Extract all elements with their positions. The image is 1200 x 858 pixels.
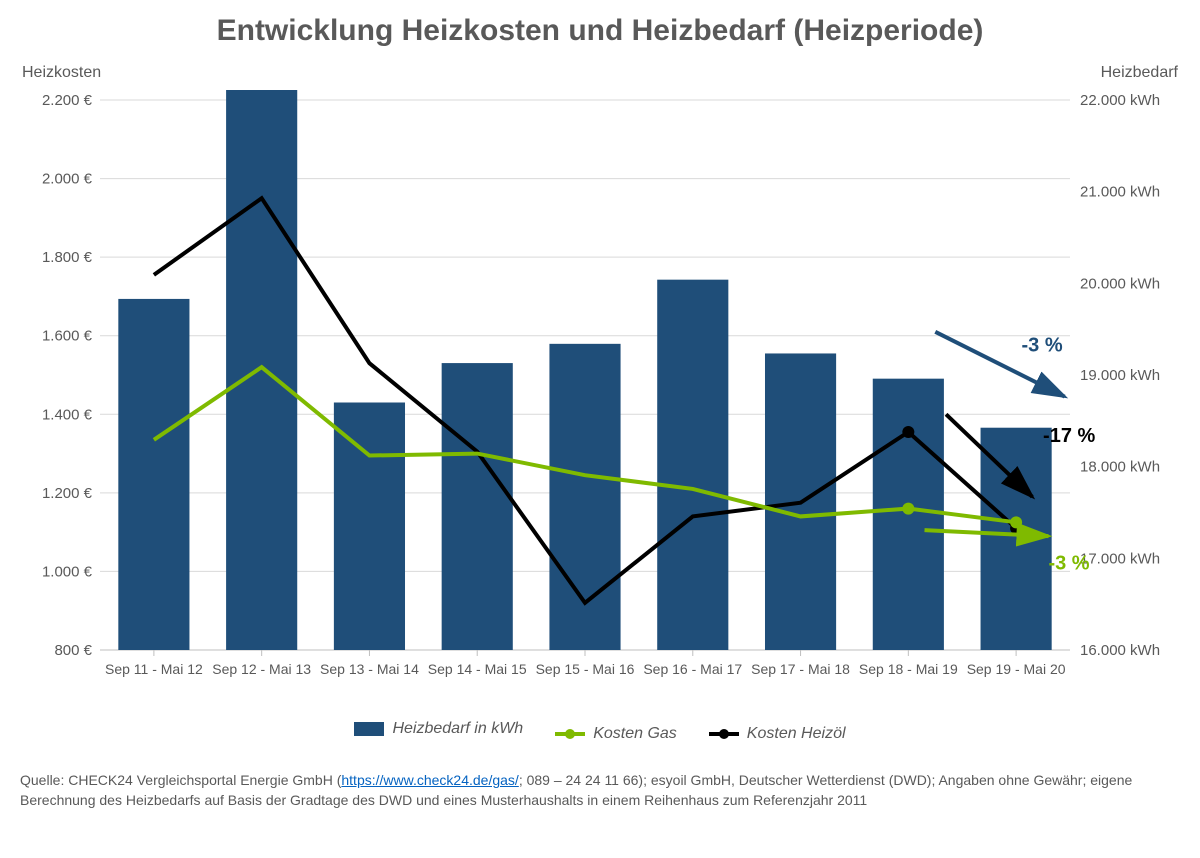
svg-text:Sep 15 - Mai 16: Sep 15 - Mai 16 [536, 661, 635, 677]
svg-text:22.000 kWh: 22.000 kWh [1080, 92, 1160, 109]
svg-text:17.000 kWh: 17.000 kWh [1080, 550, 1160, 567]
annotation-label: -17 % [1043, 425, 1095, 447]
y-axis-left-label: Heizkosten [22, 64, 101, 82]
bar [442, 363, 513, 650]
svg-text:16.000 kWh: 16.000 kWh [1080, 642, 1160, 659]
svg-text:800 €: 800 € [54, 642, 92, 659]
svg-text:Sep 14 - Mai 15: Sep 14 - Mai 15 [428, 661, 527, 677]
legend-label: Kosten Gas [593, 725, 677, 743]
legend-label: Kosten Heizöl [747, 725, 846, 743]
svg-text:1.200 €: 1.200 € [42, 485, 93, 502]
bar [334, 403, 405, 651]
annotation-label: -3 % [1048, 552, 1089, 574]
annotation-label: -3 % [1022, 334, 1063, 356]
legend-swatch [354, 722, 384, 736]
svg-text:Sep 19 - Mai 20: Sep 19 - Mai 20 [967, 661, 1066, 677]
svg-text:Sep 12 - Mai 13: Sep 12 - Mai 13 [212, 661, 311, 677]
legend-item: Kosten Heizöl [709, 725, 846, 743]
bar [226, 90, 297, 650]
bar [118, 299, 189, 650]
svg-text:1.000 €: 1.000 € [42, 563, 93, 580]
svg-text:1.800 €: 1.800 € [42, 249, 93, 266]
legend-swatch [555, 732, 585, 736]
svg-text:18.000 kWh: 18.000 kWh [1080, 459, 1160, 476]
chart-svg: 800 € 1.000 € 1.200 € 1.400 € 1.600 € 1.800 €… [30, 90, 1170, 710]
svg-text:20.000 kWh: 20.000 kWh [1080, 275, 1160, 292]
chart-area: 800 € 1.000 € 1.200 € 1.400 € 1.600 € 1.800 €… [30, 90, 1170, 710]
svg-text:1.400 €: 1.400 € [42, 406, 93, 423]
svg-text:19.000 kWh: 19.000 kWh [1080, 367, 1160, 384]
chart-title: Entwicklung Heizkosten und Heizbedarf (H… [0, 14, 1200, 48]
legend: Heizbedarf in kWh Kosten Gas Kosten Heizöl [0, 720, 1200, 743]
svg-text:1.600 €: 1.600 € [42, 328, 93, 345]
source-link[interactable]: https://www.check24.de/gas/ [341, 772, 518, 788]
legend-item: Kosten Gas [555, 725, 677, 743]
legend-item: Heizbedarf in kWh [354, 720, 523, 738]
bar [981, 428, 1052, 650]
source-text: Quelle: CHECK24 Vergleichsportal Energie… [20, 770, 1180, 811]
legend-swatch [709, 732, 739, 736]
y-axis-right-label: Heizbedarf [1101, 64, 1178, 82]
source-prefix: Quelle: CHECK24 Vergleichsportal Energie… [20, 772, 341, 788]
svg-text:Sep 11 - Mai 12: Sep 11 - Mai 12 [105, 661, 203, 677]
legend-label: Heizbedarf in kWh [392, 720, 523, 738]
svg-text:Sep 13 - Mai 14: Sep 13 - Mai 14 [320, 661, 419, 677]
svg-text:2.200 €: 2.200 € [42, 92, 93, 109]
svg-text:Sep 18 - Mai 19: Sep 18 - Mai 19 [859, 661, 958, 677]
svg-text:Sep 16 - Mai 17: Sep 16 - Mai 17 [643, 661, 742, 677]
svg-text:2.000 €: 2.000 € [42, 171, 93, 188]
svg-text:Sep 17 - Mai 18: Sep 17 - Mai 18 [751, 661, 850, 677]
svg-text:21.000 kWh: 21.000 kWh [1080, 184, 1160, 201]
bar [657, 280, 728, 650]
